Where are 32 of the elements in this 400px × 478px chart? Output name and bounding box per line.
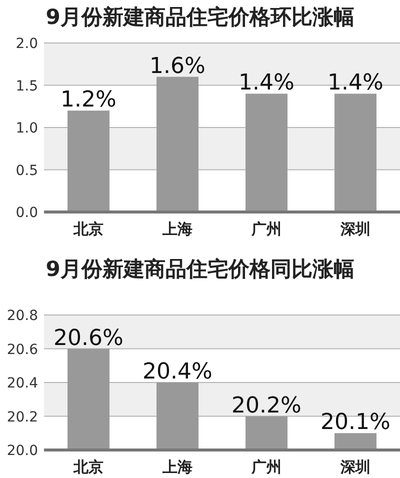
y-tick-label: 20.4 (6, 376, 38, 392)
x-tick-label: 广州 (250, 220, 282, 238)
y-tick-label: 20.2 (6, 409, 38, 426)
chart-title: 9月份新建商品住宅价格同比涨幅 (46, 257, 354, 281)
x-tick-label: 上海 (162, 220, 192, 238)
y-tick-label: 0.0 (16, 205, 38, 221)
data-label: 20.2% (232, 393, 302, 418)
data-label: 20.6% (54, 326, 124, 351)
data-label: 1.6% (150, 54, 206, 79)
y-tick-label: 2.0 (16, 36, 38, 52)
chart-title: 9月份新建商品住宅价格环比涨幅 (46, 5, 354, 29)
x-tick-label: 上海 (162, 458, 192, 476)
data-label: 1.4% (328, 70, 384, 96)
x-tick-label: 北京 (72, 458, 104, 476)
data-label: 20.1% (320, 410, 390, 436)
bar (246, 94, 288, 212)
x-tick-label: 北京 (72, 220, 104, 238)
x-tick-label: 深圳 (340, 220, 370, 238)
x-tick-label: 广州 (250, 458, 282, 476)
bar (334, 94, 376, 212)
y-tick-label: 20.6 (6, 342, 38, 358)
y-tick-label: 1.0 (16, 120, 38, 136)
bar (156, 76, 198, 212)
data-label: 1.4% (238, 70, 294, 96)
y-tick-label: 1.5 (16, 78, 38, 94)
y-tick-label: 20.0 (6, 443, 38, 459)
y-tick-label: 0.5 (16, 162, 38, 179)
y-tick-label: 20.8 (6, 308, 38, 324)
data-label: 1.2% (60, 88, 116, 113)
x-tick-label: 深圳 (340, 458, 370, 476)
data-label: 20.4% (142, 360, 212, 384)
bar (68, 110, 110, 212)
